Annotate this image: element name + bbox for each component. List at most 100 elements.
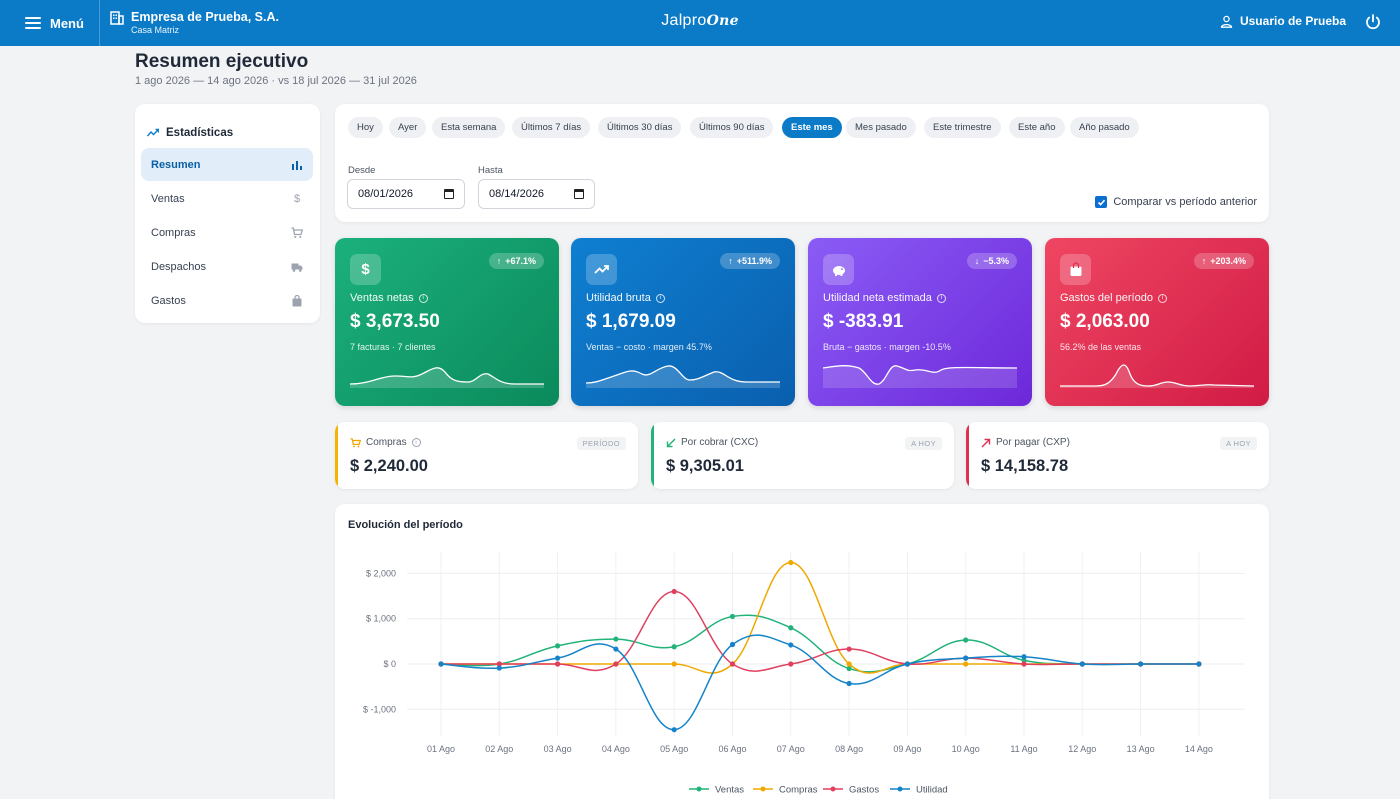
data-point-utilidad — [1079, 661, 1085, 667]
data-point-gastos — [555, 661, 561, 667]
to-label: Hasta — [478, 165, 503, 176]
x-tick-label: 03 Ago — [544, 744, 572, 754]
y-tick-label: $ 1,000 — [366, 614, 396, 624]
kpi-change-value: −5.3% — [983, 256, 1009, 266]
data-point-compras — [963, 661, 969, 667]
calendar-icon[interactable] — [444, 189, 454, 199]
sidebar-item-label: Despachos — [151, 260, 207, 273]
arrow-down-left-icon — [666, 438, 676, 447]
mini-card-cxc: Por cobrar (CXC) A HOY $ 9,305.01 — [651, 422, 954, 489]
kpi-change-badge: ↑ +67.1% — [488, 253, 544, 269]
chart-title: Evolución del período — [348, 519, 463, 531]
kpi-card-ventas-netas: $ ↑ +67.1% Ventas netas i $ 3,673.50 7 fac… — [335, 238, 559, 406]
user-menu[interactable]: Usuario de Prueba — [1220, 14, 1346, 28]
preset-chip-este-ano[interactable]: Este año — [1009, 117, 1065, 138]
compare-checkbox[interactable] — [1095, 196, 1108, 208]
from-date-value: 08/01/2026 — [358, 188, 414, 200]
data-point-compras — [846, 661, 852, 667]
preset-chip-ultimos-90[interactable]: Últimos 90 días — [690, 117, 774, 138]
sidebar-item-label: Ventas — [151, 192, 185, 205]
data-point-utilidad — [671, 727, 677, 733]
kpi-value: $ -383.91 — [823, 311, 904, 332]
sidebar-item-compras[interactable]: Compras — [141, 216, 313, 249]
kpi-label: Utilidad bruta i — [586, 292, 665, 304]
data-point-utilidad — [1196, 661, 1202, 667]
mini-card-label-text: Por cobrar (CXC) — [681, 437, 759, 448]
to-date-input[interactable]: 08/14/2026 — [478, 179, 595, 209]
preset-chip-esta-semana[interactable]: Esta semana — [432, 117, 506, 138]
evolution-line-chart: $ 2,000 $ 1,000 $ 0 $ -1,000 01 Ago 02 Ago 03 … — [363, 552, 1245, 796]
kpi-label: Utilidad neta estimada i — [823, 292, 946, 304]
compare-toggle[interactable]: Comparar vs período anterior — [1095, 196, 1257, 208]
sidebar-item-label: Gastos — [151, 294, 186, 307]
mini-card-label: Compras i — [350, 437, 421, 448]
shopping-bag-icon — [1060, 254, 1091, 285]
series-line-utilidad — [440, 634, 1199, 731]
data-point-ventas — [671, 644, 677, 650]
calendar-icon[interactable] — [574, 189, 584, 199]
kpi-change-badge: ↑ +511.9% — [720, 253, 780, 269]
x-tick-label: 08 Ago — [835, 744, 863, 754]
sidebar-item-despachos[interactable]: Despachos — [141, 250, 313, 283]
mini-card-label-text: Por pagar (CXP) — [996, 437, 1070, 448]
brand-logo[interactable]: JalproOne — [661, 12, 739, 30]
mini-card-tag: A HOY — [1220, 437, 1257, 450]
mini-card-tag: PERÍODO — [576, 437, 626, 450]
preset-chip-mes-pasado[interactable]: Mes pasado — [846, 117, 916, 138]
kpi-value: $ 2,063.00 — [1060, 311, 1150, 332]
accent-bar — [966, 422, 969, 489]
kpi-card-utilidad-bruta: ↑ +511.9% Utilidad bruta i $ 1,679.09 Vent… — [571, 238, 795, 406]
legend-marker-ventas — [696, 786, 702, 792]
menu-label: Menú — [50, 15, 84, 31]
sidebar-item-label: Compras — [151, 226, 196, 239]
user-icon — [1220, 15, 1233, 28]
x-tick-label: 10 Ago — [952, 744, 980, 754]
arrow-up-icon: ↑ — [1201, 256, 1207, 266]
bar-chart-icon — [292, 160, 302, 170]
preset-chip-ano-pasado[interactable]: Año pasado — [1070, 117, 1139, 138]
info-icon[interactable]: i — [1157, 293, 1167, 303]
data-point-ventas — [729, 613, 736, 620]
preset-chip-hoy[interactable]: Hoy — [348, 117, 383, 138]
kpi-change-badge: ↑ +203.4% — [1193, 253, 1254, 269]
kpi-value: $ 1,679.09 — [586, 311, 676, 332]
info-icon[interactable]: i — [418, 293, 428, 303]
trending-up-icon — [586, 254, 617, 285]
kpi-value: $ 3,673.50 — [350, 311, 440, 332]
preset-chip-ayer[interactable]: Ayer — [389, 117, 427, 138]
company-selector[interactable]: Empresa de Prueba, S.A. Casa Matriz — [110, 10, 279, 36]
preset-chip-este-trimestre[interactable]: Este trimestre — [924, 117, 1001, 138]
stats-sidebar: Estadísticas Resumen Ventas $ Compras De… — [135, 104, 320, 323]
preset-chip-ultimos-7[interactable]: Últimos 7 días — [512, 117, 591, 138]
info-icon[interactable]: i — [936, 293, 946, 303]
legend-label-compras: Compras — [779, 785, 818, 796]
kpi-subtext: 7 facturas · 7 clientes — [350, 342, 436, 352]
kpi-label: Ventas netas i — [350, 292, 428, 304]
info-icon[interactable]: i — [655, 293, 665, 303]
mini-card-label-text: Compras — [366, 437, 407, 448]
kpi-subtext: 56.2% de las ventas — [1060, 342, 1142, 352]
brand-suffix: One — [706, 13, 739, 29]
preset-chip-ultimos-30[interactable]: Últimos 30 días — [598, 117, 682, 138]
trending-icon — [147, 128, 159, 136]
cart-icon — [291, 226, 303, 238]
sidebar-item-gastos[interactable]: Gastos — [141, 284, 313, 317]
sidebar-item-resumen[interactable]: Resumen — [141, 148, 313, 181]
x-tick-label: 01 Ago — [427, 744, 455, 754]
sidebar-item-ventas[interactable]: Ventas $ — [141, 182, 313, 215]
preset-chip-este-mes[interactable]: Este mes — [782, 117, 842, 138]
cart-icon — [350, 437, 361, 447]
from-date-input[interactable]: 08/01/2026 — [347, 179, 465, 209]
mini-card-compras: Compras i PERÍODO $ 2,240.00 — [335, 422, 638, 489]
data-point-gastos — [846, 646, 852, 652]
y-tick-label: $ -1,000 — [363, 704, 396, 714]
kpi-sparkline — [586, 365, 780, 388]
data-point-utilidad — [904, 661, 911, 667]
kpi-card-gastos: ↑ +203.4% Gastos del período i $ 2,063.00 … — [1045, 238, 1269, 406]
hamburger-icon — [25, 17, 41, 29]
mini-card-tag: A HOY — [905, 437, 942, 450]
menu-button[interactable]: Menú — [0, 0, 100, 46]
power-icon[interactable] — [1364, 13, 1382, 31]
info-icon[interactable]: i — [411, 438, 421, 447]
arrow-up-icon: ↑ — [728, 256, 733, 266]
